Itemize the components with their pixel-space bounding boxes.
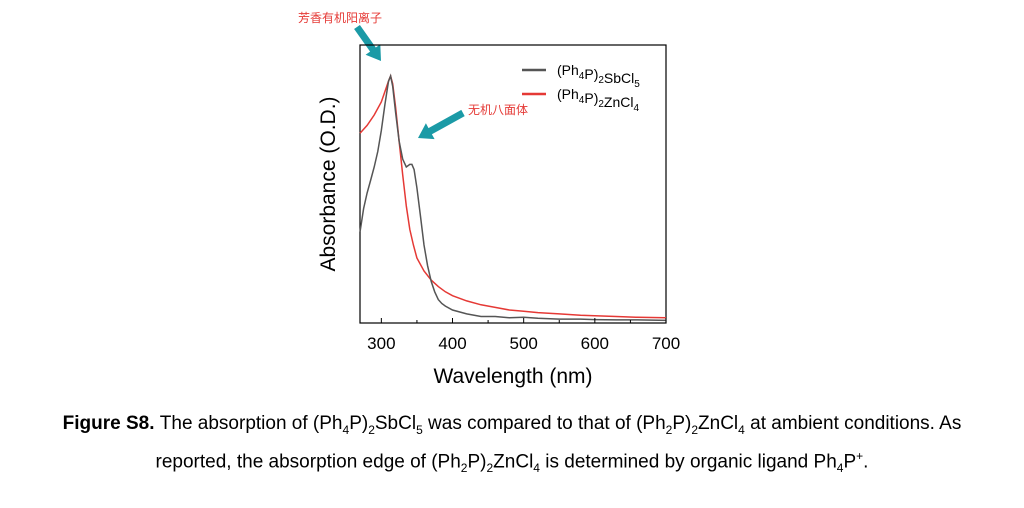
y-axis-label: Absorbance (O.D.) [317,96,340,271]
plot-frame [359,44,667,324]
x-tick-label: 700 [652,334,680,353]
legend: (Ph4P)2SbCl5(Ph4P)2ZnCl4 [522,62,640,114]
caption-run: 2 [368,422,375,437]
x-axis-ticks: 300 400 500 600 700 [367,318,680,353]
x-tick-label: 300 [367,334,395,353]
annotation-aromatic-cation: 芳香有机阳离子 [298,10,382,25]
caption-run: ZnCl [698,413,739,434]
caption-run: 4 [342,422,350,437]
caption-run: reported, the absorption edge of (Ph [155,451,461,473]
caption-run: 2 [460,461,468,476]
caption-run: P) [467,451,487,473]
legend-label-0: (Ph4P)2SbCl5 [557,62,640,90]
series-line-0 [359,73,667,322]
caption-run: at ambient conditions. As [744,413,962,434]
caption-run: SbCl [374,413,417,434]
annotation-arrows [354,25,465,140]
caption-run: is determined by organic ligand Ph [539,451,837,473]
caption-run: 4 [533,461,540,476]
figure-caption-line-2: reported, the absorption edge of (Ph2P)2… [0,449,1024,476]
x-tick-label: 500 [509,334,537,353]
caption-run: P [843,451,857,473]
arrow-to-first-peak [354,25,381,61]
caption-run: P) [672,413,692,434]
caption-run: 4 [738,422,745,437]
caption-run: 5 [416,422,423,437]
legend-label-1: (Ph4P)2ZnCl4 [557,86,639,114]
caption-run: was compared to that of (Ph [422,413,666,434]
x-tick-label: 600 [581,334,609,353]
caption-run: 2 [486,461,494,476]
arrow-to-second-peak [418,109,465,140]
caption-run: . [863,451,869,473]
caption-run: 2 [691,422,699,437]
annotation-inorganic-octahedron: 无机八面体 [468,103,528,117]
series-layer [359,73,667,322]
x-axis-label: Wavelength (nm) [433,365,592,388]
caption-run: P) [349,413,369,434]
caption-run: Figure S8. [62,413,160,434]
caption-run: + [856,449,864,463]
figure-caption-line-1: Figure S8. The absorption of (Ph4P)2SbCl… [0,413,1024,437]
caption-run: The absorption of (Ph [159,413,343,434]
caption-run: ZnCl [493,451,534,473]
caption-run: 4 [836,461,844,476]
absorbance-chart: 300 400 500 600 700 Wavelength (nm) Absorban… [298,10,680,388]
caption-run: 2 [665,422,673,437]
x-tick-label: 400 [438,334,466,353]
